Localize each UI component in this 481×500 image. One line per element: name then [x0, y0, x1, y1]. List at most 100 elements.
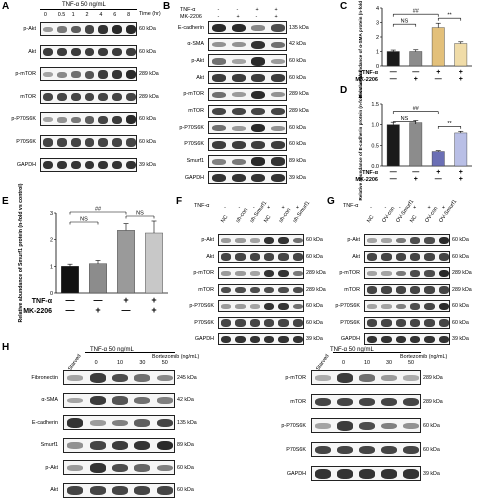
blot-row-label: p-P70S6K [179, 124, 204, 131]
blot-band [84, 160, 95, 170]
panel-f-blot: p-Akt 60 kDa Akt 60 kDa p-mTOR 289 kDa mTOR 289… [0, 0, 330, 345]
panel-h2-lane-header: Starved 0 10 30 50 [315, 352, 421, 372]
chart-d: 0.0 0.5 1.0 1.5— — — + + — + + TNF-α MK-2206 NS ## ** Re… [340, 69, 481, 200]
blot-band [395, 335, 406, 344]
significance-label: ## [95, 207, 102, 213]
blot-band [235, 319, 246, 327]
blot-band [231, 74, 246, 83]
row1-label: TNF-α [362, 70, 379, 76]
blot-band [359, 374, 375, 382]
blot-band [251, 107, 266, 116]
sign-tnf: + [255, 7, 259, 13]
time-point-label: 2 [85, 12, 89, 18]
blot-band [221, 304, 232, 309]
row2-sign: — [435, 76, 442, 83]
sign-tnf: - [398, 205, 401, 211]
blot-band [112, 24, 123, 35]
blot-band [271, 41, 286, 48]
blot-band [438, 253, 449, 261]
blot-band [395, 286, 406, 294]
blot-band [278, 302, 289, 311]
blot-band [271, 125, 286, 131]
blot-band [84, 138, 95, 147]
kda-label: 289 kDa [306, 270, 326, 276]
blot-band [271, 140, 286, 149]
blot-band [70, 116, 81, 124]
sign-tnf: - [384, 205, 387, 211]
blot-band [211, 74, 226, 83]
sign-tnf: - [217, 7, 220, 13]
kda-label: 60 kDa [289, 141, 306, 148]
blot-band [292, 237, 303, 244]
blot-row [364, 267, 450, 279]
kda-label: 60 kDa [139, 26, 156, 32]
panel-h1-title: TNF-α 50 ng/mL [90, 347, 134, 353]
blot-band [235, 253, 246, 261]
blot-row [218, 250, 304, 263]
blot-row [63, 460, 175, 475]
blot-row [208, 37, 287, 51]
kda-label: 60 kDa [139, 116, 156, 123]
blot-band [410, 303, 421, 310]
blot-row [364, 316, 450, 329]
blot-band [235, 335, 246, 344]
blot-row [218, 300, 304, 312]
blot-band [56, 71, 67, 78]
blot-row [208, 154, 287, 168]
blot-band [67, 397, 84, 404]
blot-row [63, 437, 175, 453]
kda-label: 60 kDa [423, 422, 440, 429]
blot-row [40, 89, 137, 104]
blot-band [403, 469, 419, 479]
row1-sign: + [436, 69, 440, 76]
blot-band [264, 286, 275, 294]
blot-band [134, 419, 151, 427]
bar-chart-svg: 0.00.51.01.5———++—++TNF-αMK-2206NS##**Re… [355, 69, 472, 200]
blot-band [264, 253, 275, 261]
blot-band [264, 269, 275, 278]
blot-band [112, 70, 123, 80]
blot-band [315, 423, 331, 429]
blot-band [410, 319, 421, 327]
blot-band [381, 335, 392, 344]
blot-band [42, 160, 53, 170]
kda-label: 60 kDa [306, 237, 323, 243]
blot-band [126, 93, 136, 102]
blot-band [134, 486, 151, 495]
blot-band [381, 253, 392, 261]
blot-band [381, 445, 397, 455]
blot-row [40, 44, 137, 59]
blot-band [395, 253, 406, 261]
blot-band [438, 236, 449, 245]
blot-row-label: p-Akt [347, 237, 360, 243]
blot-band [111, 373, 129, 383]
blot-row-label: p-P70S6K [335, 303, 360, 309]
blot-band [89, 395, 106, 406]
blot-band [359, 469, 375, 479]
row2-label: MK-2206 [23, 308, 52, 315]
significance-label: NS [401, 116, 409, 122]
blot-row [311, 442, 421, 457]
panel-h2-title: TNF-α 50 ng/mL [330, 347, 374, 353]
blot-band [70, 71, 81, 79]
y-tick-label: 2 [376, 35, 379, 41]
kda-label: 289 kDa [139, 93, 159, 100]
kda-label: 289 kDa [289, 91, 309, 98]
kda-label: 42 kDa [289, 41, 306, 48]
blot-band [111, 440, 129, 451]
blot-band [211, 125, 226, 132]
panel-a-time-label: Time (hr) [139, 11, 161, 17]
blot-band [67, 418, 84, 428]
blot-row-label: p-mTOR [15, 71, 36, 78]
kda-label: 60 kDa [177, 464, 194, 471]
blot-band [231, 42, 246, 48]
sign-tnf: - [370, 205, 372, 211]
blot-band [156, 418, 173, 428]
blot-band [221, 253, 232, 261]
kda-label: 135 kDa [289, 24, 309, 31]
panel-g-blot: p-Akt 60 kDa Akt 60 kDa p-mTOR 289 kDa mTOR 289… [335, 234, 472, 345]
blot-band [221, 319, 232, 327]
blot-band [381, 304, 392, 309]
kda-label: 60 kDa [306, 319, 323, 326]
panel-label-c: C [340, 1, 348, 12]
